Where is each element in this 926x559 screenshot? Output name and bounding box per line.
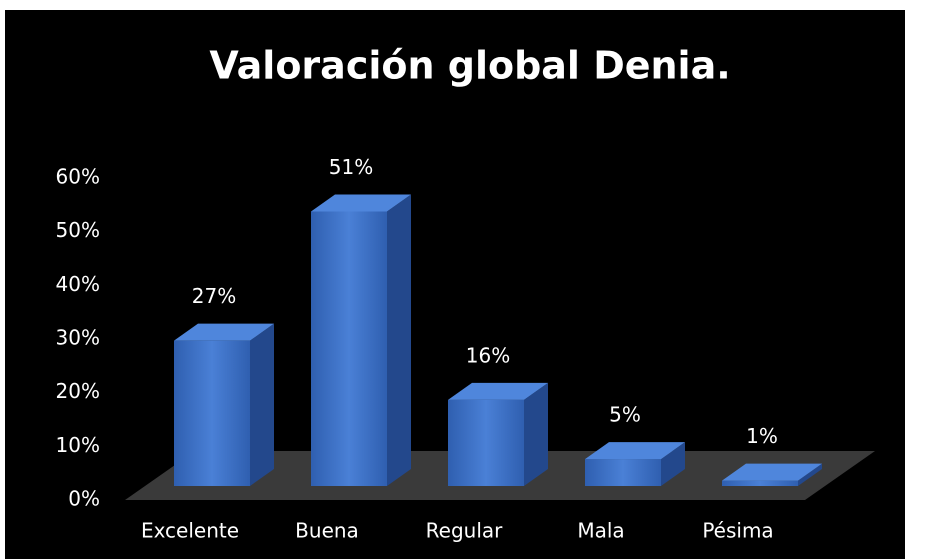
bar-top (174, 323, 274, 341)
y-tick-label: 30% (56, 326, 100, 350)
bar-side (250, 323, 274, 486)
y-tick-label: 10% (56, 433, 100, 457)
bar-top (448, 382, 548, 400)
value-label: 51% (329, 155, 373, 179)
bar-top (722, 463, 822, 481)
value-label: 16% (466, 343, 510, 367)
y-tick-label: 20% (56, 379, 100, 403)
bar (448, 399, 524, 486)
bar (311, 211, 387, 486)
y-tick-label: 50% (56, 218, 100, 242)
bar-side (798, 463, 822, 486)
bar (722, 480, 798, 486)
x-tick-label: Excelente (141, 519, 239, 543)
y-tick-label: 60% (56, 165, 100, 189)
y-tick-label: 0% (68, 487, 100, 511)
y-tick-label: 40% (56, 272, 100, 296)
chart-title: Valoración global Denia. (209, 44, 730, 88)
x-tick-label: Regular (426, 519, 503, 543)
bar (585, 459, 661, 486)
value-label: 27% (192, 284, 236, 308)
bar-side (387, 194, 411, 486)
bar-top (585, 442, 685, 460)
bar-side (661, 442, 685, 486)
x-tick-label: Mala (577, 519, 624, 543)
bar-side (524, 382, 548, 486)
x-tick-label: Buena (295, 519, 359, 543)
bar (174, 340, 250, 486)
x-tick-label: Pésima (702, 519, 773, 543)
value-label: 5% (609, 403, 641, 427)
value-label: 1% (746, 424, 778, 448)
bar-top (311, 194, 411, 212)
